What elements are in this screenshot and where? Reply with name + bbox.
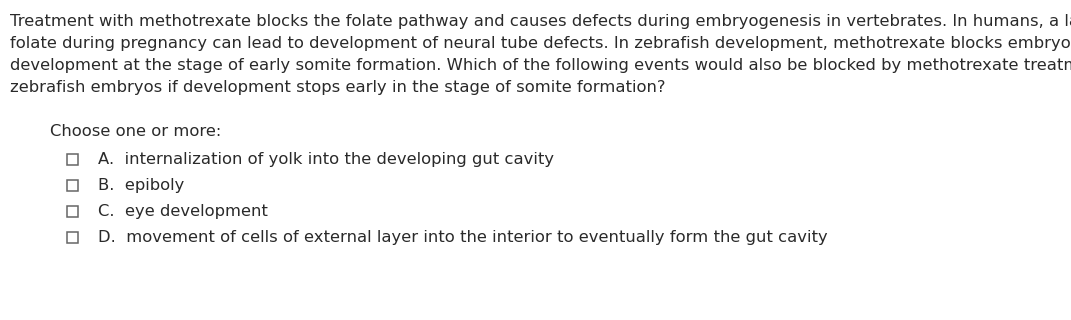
Text: Choose one or more:: Choose one or more: (50, 124, 222, 139)
Text: Treatment with methotrexate blocks the folate pathway and causes defects during : Treatment with methotrexate blocks the f… (10, 14, 1071, 29)
Text: C.  eye development: C. eye development (99, 204, 268, 219)
Bar (66, 180, 77, 191)
Text: zebrafish embryos if development stops early in the stage of somite formation?: zebrafish embryos if development stops e… (10, 80, 665, 95)
Bar (66, 154, 77, 165)
Text: B.  epiboly: B. epiboly (99, 178, 184, 193)
Text: D.  movement of cells of external layer into the interior to eventually form the: D. movement of cells of external layer i… (99, 230, 828, 245)
Text: A.  internalization of yolk into the developing gut cavity: A. internalization of yolk into the deve… (99, 152, 554, 167)
Bar (66, 206, 77, 217)
Text: folate during pregnancy can lead to development of neural tube defects. In zebra: folate during pregnancy can lead to deve… (10, 36, 1071, 51)
Bar (66, 232, 77, 243)
Text: development at the stage of early somite formation. Which of the following event: development at the stage of early somite… (10, 58, 1071, 73)
